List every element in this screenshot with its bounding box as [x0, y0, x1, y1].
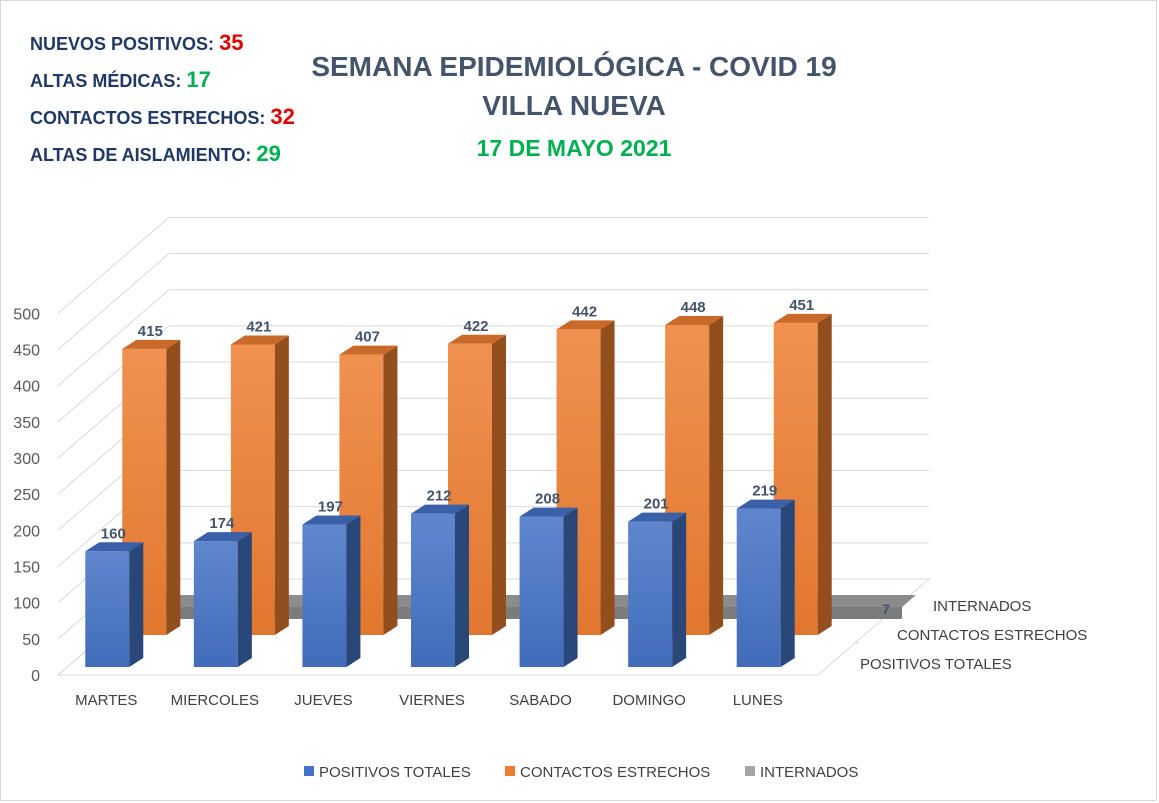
bar-side [383, 345, 398, 635]
x-category-label: MIERCOLES [171, 692, 259, 709]
bar-top [628, 512, 687, 522]
legend-label: INTERNADOS [760, 764, 858, 781]
data-label-contactos: 421 [246, 319, 271, 336]
data-label-contactos: 442 [572, 303, 597, 320]
x-category-label: SABADO [509, 692, 572, 709]
bar-side [274, 335, 289, 635]
bar-positivos [411, 513, 455, 667]
chart-date: 17 DE MAYO 2021 [476, 135, 672, 161]
stat-label: CONTACTOS ESTRECHOS: [30, 108, 266, 128]
bar-side [817, 313, 832, 635]
depth-axis-label: INTERNADOS [933, 598, 1031, 615]
bar-positivos [628, 521, 673, 667]
legend-label: CONTACTOS ESTRECHOS [520, 764, 710, 781]
x-category-label: JUEVES [294, 692, 352, 709]
y-tick-label: 500 [13, 306, 40, 323]
bar-side [780, 499, 795, 667]
stat-altas-aislamiento: ALTAS DE AISLAMIENTO: 29 [30, 141, 295, 178]
bar-top [556, 320, 615, 330]
y-tick-label: 250 [13, 487, 40, 504]
data-label-positivos: 201 [644, 496, 669, 513]
data-label-contactos: 407 [355, 329, 380, 346]
legend-swatch [745, 766, 755, 776]
bar-top [411, 504, 469, 514]
data-label-positivos: 219 [752, 483, 777, 500]
legend-label: POSITIVOS TOTALES [319, 764, 471, 781]
bar-side [492, 334, 506, 635]
stat-altas-medicas: ALTAS MÉDICAS: 17 [30, 67, 295, 104]
y-tick-label: 450 [13, 343, 40, 360]
stat-label: ALTAS DE AISLAMIENTO: [30, 145, 252, 165]
stat-label: ALTAS MÉDICAS: [30, 71, 182, 91]
bar-side [166, 339, 181, 635]
chart-title: SEMANA EPIDEMIOLÓGICA - COVID 19 [311, 51, 837, 82]
x-category-label: MARTES [75, 692, 137, 709]
bar-side [129, 542, 144, 667]
bar-top [302, 515, 361, 525]
data-label-positivos: 208 [535, 491, 560, 508]
x-category-label: DOMINGO [612, 692, 685, 709]
bar-top [773, 313, 832, 323]
bar-top [122, 339, 181, 349]
stat-value: 32 [270, 104, 295, 129]
y-tick-label: 150 [13, 560, 40, 577]
gridline-side [57, 253, 170, 350]
depth-axis-label: POSITIVOS TOTALES [860, 656, 1012, 673]
x-category-label: VIERNES [399, 692, 465, 709]
stat-label: NUEVOS POSITIVOS: [30, 34, 215, 54]
stat-value: 17 [186, 67, 211, 92]
data-label-positivos: 197 [318, 499, 343, 516]
data-label-contactos: 415 [138, 323, 163, 340]
data-label-internados: 7 [882, 601, 890, 617]
data-label-positivos: 212 [426, 488, 451, 505]
bar-side [600, 320, 615, 635]
gridline-side [57, 289, 170, 387]
y-tick-label: 0 [31, 668, 40, 685]
y-tick-label: 350 [13, 415, 40, 432]
bar-top [85, 542, 144, 552]
bar-side [672, 512, 687, 667]
data-label-contactos: 448 [681, 299, 706, 316]
bar-top [448, 334, 506, 344]
bar-side [455, 504, 469, 667]
bar-top [193, 532, 252, 542]
y-tick-label: 200 [13, 523, 40, 540]
depth-axis-label: CONTACTOS ESTRECHOS [897, 627, 1087, 644]
y-tick-label: 300 [13, 451, 40, 468]
bar-top [736, 499, 795, 509]
bar-positivos [519, 516, 564, 667]
legend-swatch [505, 766, 515, 776]
bar-positivos [193, 541, 238, 667]
title-block: SEMANA EPIDEMIOLÓGICA - COVID 19 VILLA N… [294, 48, 854, 168]
bar-side [237, 532, 252, 667]
bar-top [519, 507, 578, 517]
data-label-contactos: 422 [463, 318, 488, 335]
bar-top [230, 335, 289, 345]
bar-positivos [736, 508, 781, 667]
stat-nuevos-positivos: NUEVOS POSITIVOS: 35 [30, 30, 295, 67]
stat-value: 29 [256, 141, 281, 166]
data-label-positivos: 174 [209, 515, 235, 532]
stat-contactos-estrechos: CONTACTOS ESTRECHOS: 32 [30, 104, 295, 141]
data-label-contactos: 451 [789, 297, 814, 314]
stat-value: 35 [219, 30, 244, 55]
y-tick-label: 400 [13, 379, 40, 396]
bar-side [346, 515, 361, 667]
bar-side [563, 507, 578, 667]
bar-top [339, 345, 398, 355]
bar-positivos [302, 524, 347, 667]
bar-positivos [85, 551, 130, 667]
x-category-label: LUNES [733, 692, 783, 709]
bar-top [665, 316, 724, 326]
stats-panel: NUEVOS POSITIVOS: 35 ALTAS MÉDICAS: 17 C… [30, 30, 295, 178]
y-tick-label: 100 [13, 596, 40, 613]
y-tick-label: 50 [22, 632, 40, 649]
data-label-positivos: 160 [101, 525, 126, 542]
gridline-side [57, 217, 170, 314]
bar-side [709, 316, 724, 635]
chart-subtitle: VILLA NUEVA [482, 90, 666, 121]
legend-swatch [304, 766, 314, 776]
